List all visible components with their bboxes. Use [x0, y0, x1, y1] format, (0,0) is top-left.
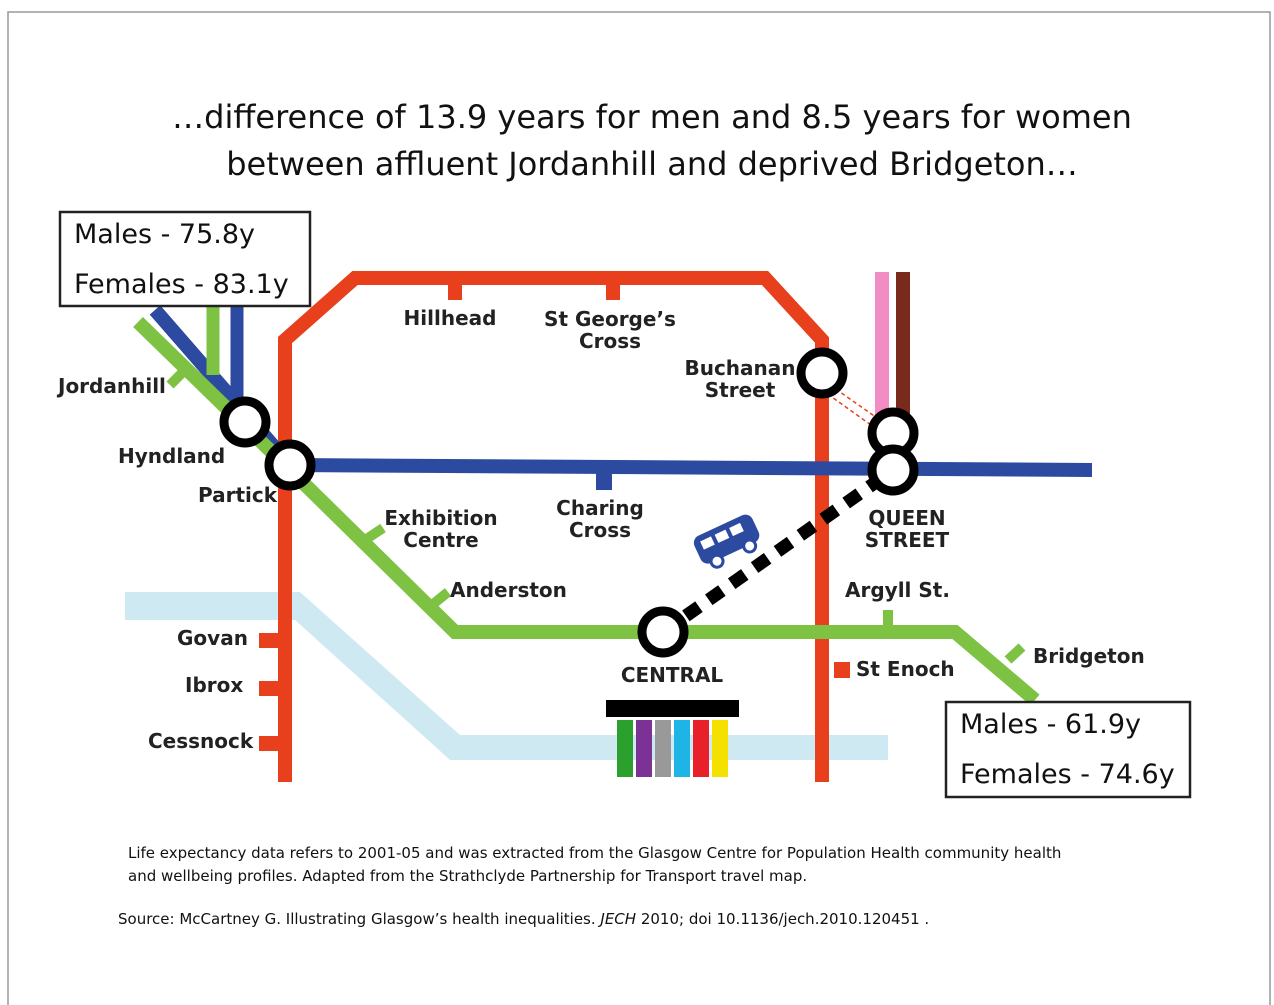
station-label: Centre: [403, 528, 478, 552]
box-line: Females - 74.6y: [960, 759, 1175, 790]
source-part: 2010; doi 10.1136/jech.2010.120451 .: [636, 910, 929, 928]
interchanges: [219, 347, 919, 658]
red-ticks: [259, 285, 850, 751]
note-line: Life expectancy data refers to 2001-05 a…: [128, 844, 1061, 862]
station-label: STREET: [865, 528, 950, 552]
station-label: Partick: [198, 483, 278, 507]
station-label: Cross: [569, 518, 631, 542]
box-deprived: [944, 700, 1192, 799]
source: Source: McCartney G. Illustrating Glasgo…: [118, 910, 929, 928]
station-label: Hillhead: [404, 306, 497, 330]
box-affluent: [58, 210, 312, 308]
blue-tick: [596, 470, 612, 490]
title-line: between affluent Jordanhill and deprived…: [226, 145, 1078, 183]
link: [821, 389, 879, 431]
station-label: Ibrox: [185, 673, 243, 697]
central-bar: [606, 700, 739, 717]
station-label: Bridgeton: [1033, 644, 1145, 668]
bus-icon: [693, 514, 760, 569]
station-label: Jordanhill: [56, 374, 166, 398]
box-line: Males - 75.8y: [74, 219, 255, 250]
note-line: and wellbeing profiles. Adapted from the…: [128, 867, 807, 885]
station-label: QUEEN: [868, 506, 945, 530]
title-line: …difference of 13.9 years for men and 8.…: [172, 98, 1132, 136]
red-line: [278, 271, 829, 782]
station-label: Cross: [579, 329, 641, 353]
source-part: JECH: [597, 910, 636, 928]
station-label: Cessnock: [148, 729, 254, 753]
station-label: St George’s: [544, 307, 676, 331]
central-platforms: [617, 720, 728, 777]
station-label: Argyll St.: [845, 578, 950, 602]
station-label: Govan: [177, 626, 248, 650]
box-line: Females - 83.1y: [74, 269, 289, 300]
river: [125, 592, 888, 760]
station-label: CENTRAL: [621, 663, 724, 687]
station-label: Exhibition: [384, 506, 497, 530]
green-ticks: [166, 366, 1026, 664]
source-part: Source: McCartney G. Illustrating Glasgo…: [118, 910, 600, 928]
walk-link: [659, 464, 897, 638]
station-label: Hyndland: [118, 444, 225, 468]
station-label: St Enoch: [856, 657, 955, 681]
map: [125, 271, 1093, 782]
station-label: Buchanan: [684, 356, 795, 380]
station-label: Street: [705, 378, 776, 402]
texts: …difference of 13.9 years for men and 8.…: [56, 98, 1175, 928]
station-label: Anderston: [450, 578, 567, 602]
station-label: Charing: [556, 496, 644, 520]
frame: [7, 11, 1271, 1005]
box-line: Males - 61.9y: [960, 709, 1141, 740]
